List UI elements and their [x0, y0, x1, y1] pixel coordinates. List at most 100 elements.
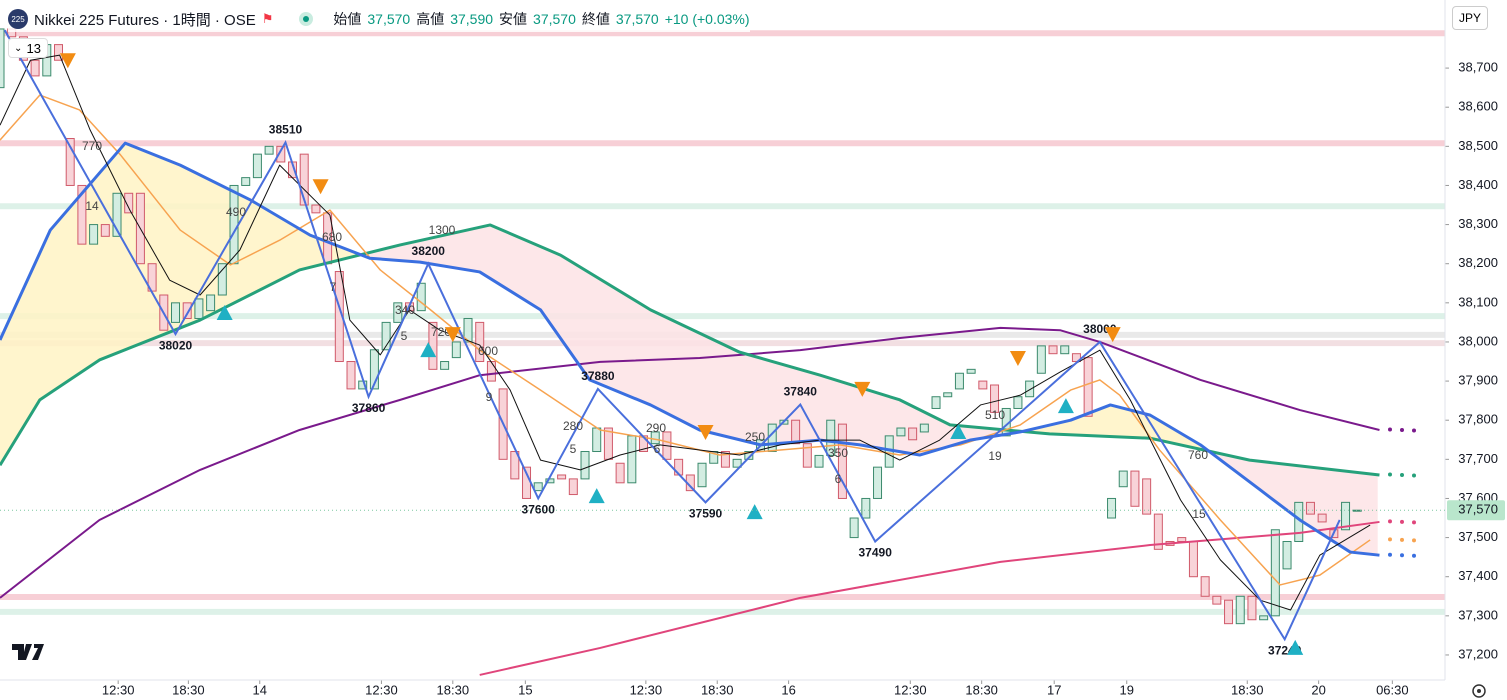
projection-dot: [1400, 537, 1404, 542]
market-status[interactable]: [299, 12, 314, 26]
pivot-label: 38510: [269, 123, 303, 137]
candle: [89, 224, 99, 245]
symbol-title[interactable]: Nikkei 225 Futures · 1時間 · OSE: [34, 11, 256, 29]
signal-up: [1057, 398, 1074, 414]
candle: [1048, 345, 1058, 355]
candle: [908, 427, 918, 441]
y-tick-label: 38,300: [1458, 216, 1498, 231]
zigzag-line: [3, 29, 1341, 642]
candle: [346, 361, 356, 390]
x-tick-label: 18:30: [437, 682, 470, 697]
close-label: 終値: [581, 11, 610, 27]
projection-dot: [1412, 473, 1416, 478]
candle: [580, 451, 590, 480]
signal-up: [746, 504, 763, 520]
candle: [276, 145, 286, 163]
y-tick-label: 38,500: [1458, 138, 1498, 153]
flag[interactable]: ⚑: [261, 11, 274, 26]
candle: [1200, 576, 1210, 597]
pivot-label: 37590: [689, 507, 723, 521]
open-label: 始値: [333, 11, 362, 27]
annotation: 7: [330, 280, 337, 294]
candle: [416, 282, 426, 312]
y-tick-label: 37,400: [1458, 568, 1498, 583]
annotation: 1300: [429, 223, 456, 237]
candle: [732, 458, 742, 468]
candle: [568, 478, 578, 496]
candle: [1270, 529, 1280, 617]
projection-dot: [1412, 538, 1416, 543]
open-value: 37,570: [367, 11, 411, 27]
x-tick-label: 12:30: [365, 682, 398, 697]
symbol-logo[interactable]: 225: [8, 9, 28, 29]
signal-up: [1287, 639, 1304, 655]
annotation: 770: [82, 139, 102, 153]
candle: [100, 224, 110, 237]
candle: [603, 427, 613, 460]
signal-down: [854, 381, 871, 397]
candle: [30, 59, 40, 77]
projection-dot: [1400, 472, 1404, 477]
candle: [1036, 345, 1046, 374]
annotation: 5: [570, 442, 577, 456]
candle: [1118, 470, 1128, 488]
candle: [931, 396, 941, 409]
x-tick-label: 20: [1311, 682, 1325, 697]
signal-up: [950, 423, 967, 439]
symbol-header: 225 Nikkei 225 Futures · 1時間 · OSE ⚑ 始値 3…: [8, 6, 750, 32]
candle: [1177, 537, 1187, 542]
annotation: 600: [478, 344, 498, 358]
candle: [592, 427, 602, 453]
y-tick-label: 37,900: [1458, 373, 1498, 388]
signal-up: [588, 488, 605, 504]
x-tick-label: 18:30: [1231, 682, 1264, 697]
projection-dot: [1412, 520, 1416, 525]
candle: [615, 462, 625, 484]
close-value: 37,570: [615, 11, 659, 27]
candle: [440, 361, 450, 370]
candle: [486, 361, 496, 382]
cloud-fill: [0, 143, 363, 466]
candle: [206, 294, 216, 312]
projection-dot: [1388, 519, 1392, 524]
candle: [873, 466, 883, 499]
candle: [393, 302, 403, 323]
signal-down: [697, 424, 714, 440]
annotation: 15: [1192, 507, 1206, 521]
candle: [1352, 509, 1362, 512]
x-tick-label: 12:30: [630, 682, 663, 697]
candle: [1188, 540, 1198, 578]
candle: [650, 431, 660, 445]
candle: [77, 184, 87, 245]
candle: [791, 419, 801, 445]
indicator-toggle[interactable]: ⌄ 13: [8, 38, 48, 58]
candle: [1259, 615, 1269, 621]
pivot-label: 37600: [522, 503, 556, 517]
y-tick-label: 38,200: [1458, 255, 1498, 270]
projection-dot: [1400, 519, 1404, 524]
plot-area: 38020 38510 37860 38200 37600 37880 37590 37840…: [0, 28, 1445, 676]
candle: [252, 153, 262, 179]
pivot-label: 38020: [159, 338, 193, 352]
annotation: 6: [654, 442, 661, 456]
candle: [1130, 470, 1140, 507]
x-tick-label: 18:30: [701, 682, 734, 697]
settings-icon[interactable]: [1472, 684, 1486, 698]
candle: [814, 454, 824, 468]
pivot-label: 37860: [352, 401, 386, 415]
candle: [943, 392, 953, 398]
annotation: 6: [835, 472, 842, 486]
candle: [954, 372, 964, 390]
candle: [1060, 345, 1070, 355]
signal-down: [1104, 327, 1121, 343]
x-tick-label: 18:30: [172, 682, 205, 697]
y-tick-label: 38,700: [1458, 60, 1498, 75]
candle: [533, 482, 543, 492]
candle: [124, 192, 134, 214]
candle: [861, 497, 871, 519]
signal-up: [216, 305, 233, 321]
annotation: 490: [226, 205, 246, 219]
currency-button[interactable]: JPY: [1452, 6, 1488, 30]
candle: [171, 302, 181, 323]
